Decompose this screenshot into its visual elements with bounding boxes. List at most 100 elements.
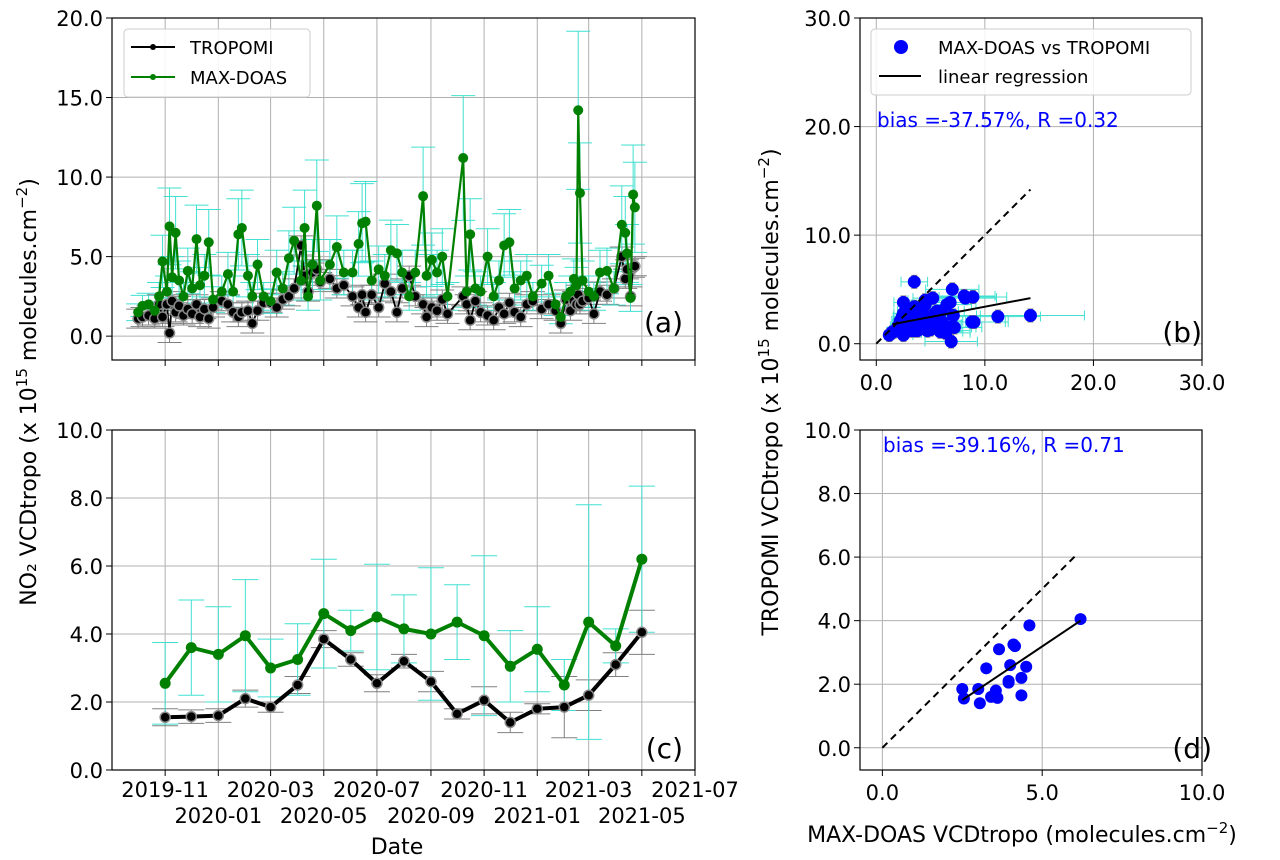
maxdoas-monthly-point bbox=[212, 648, 224, 660]
legend-box bbox=[870, 28, 1192, 96]
maxdoas-point bbox=[331, 242, 342, 253]
maxdoas-monthly-point bbox=[610, 640, 622, 652]
x-tick-label: 2021-05 bbox=[598, 804, 686, 828]
maxdoas-point bbox=[410, 267, 421, 278]
maxdoas-point bbox=[458, 152, 469, 163]
tropomi-point bbox=[372, 301, 385, 314]
x-tick-label: 2021-01 bbox=[493, 804, 581, 828]
maxdoas-point bbox=[195, 280, 206, 291]
maxdoas-point bbox=[242, 270, 253, 281]
maxdoas-point bbox=[465, 229, 476, 240]
scatter-point bbox=[1023, 308, 1037, 322]
maxdoas-point bbox=[437, 251, 448, 262]
scatter-point bbox=[956, 682, 969, 695]
axes-frame bbox=[859, 17, 1203, 361]
maxdoas-point bbox=[157, 256, 168, 267]
one-to-one-line bbox=[875, 188, 1032, 345]
y-tick-label: 5.0 bbox=[70, 246, 103, 270]
y-axis-label-left: NO₂ VCDtropo (x 1015 molecules.cm−2) bbox=[13, 178, 42, 606]
scatter-point bbox=[980, 662, 993, 675]
legend-tropomi-marker bbox=[150, 44, 156, 50]
maxdoas-point bbox=[164, 221, 175, 232]
tropomi-point bbox=[420, 311, 433, 323]
maxdoas-point bbox=[296, 275, 307, 286]
legend-tropomi-label: TROPOMI bbox=[189, 38, 274, 59]
tropomi-point bbox=[464, 314, 476, 326]
y-tick-label: 2.0 bbox=[818, 673, 851, 697]
maxdoas-point bbox=[265, 296, 276, 307]
maxdoas-point bbox=[307, 259, 318, 270]
maxdoas-point bbox=[550, 299, 561, 310]
panel-label-c: (c) bbox=[646, 732, 683, 765]
y-tick-label: 20.0 bbox=[804, 116, 851, 140]
maxdoas-point bbox=[277, 283, 288, 294]
tropomi-point bbox=[324, 273, 336, 285]
maxdoas-point bbox=[178, 291, 189, 302]
panel-label-d: (d) bbox=[1172, 732, 1212, 765]
y-tick-label: 0.0 bbox=[818, 333, 851, 357]
maxdoas-point bbox=[509, 283, 520, 294]
scatter-point bbox=[1023, 619, 1036, 632]
legend-maxdoas-marker bbox=[150, 74, 156, 80]
maxdoas-point bbox=[379, 270, 390, 281]
x-tick-label: 2021-07 bbox=[651, 778, 739, 802]
x-tick-label: 2021-03 bbox=[545, 778, 633, 802]
maxdoas-point bbox=[203, 237, 214, 248]
scatter-point bbox=[973, 697, 986, 710]
maxdoas-point bbox=[247, 291, 258, 302]
y-tick-label: 10.0 bbox=[804, 419, 851, 443]
x-tick-label: 2020-03 bbox=[227, 778, 315, 802]
x-tick-label: 10.0 bbox=[1179, 781, 1226, 805]
one-to-one-line bbox=[881, 554, 1077, 749]
maxdoas-point bbox=[628, 189, 639, 200]
maxdoas-point bbox=[601, 265, 612, 276]
axes-frame bbox=[111, 17, 696, 361]
tropomi-point bbox=[359, 306, 372, 319]
tropomi-point bbox=[251, 304, 264, 317]
x-tick-label: 5.0 bbox=[1025, 781, 1058, 805]
tropomi-monthly-point bbox=[318, 633, 330, 645]
plot-area bbox=[881, 554, 1087, 749]
maxdoas-monthly-point bbox=[558, 679, 570, 691]
maxdoas-point bbox=[608, 283, 619, 294]
tropomi-point bbox=[498, 308, 510, 320]
tropomi-monthly-point bbox=[425, 675, 437, 688]
scatter-point bbox=[945, 282, 959, 296]
x-tick-label: 0.0 bbox=[866, 781, 899, 805]
maxdoas-point bbox=[222, 269, 233, 280]
maxdoas-point bbox=[360, 216, 371, 227]
tropomi-monthly-point bbox=[582, 689, 595, 701]
plot-area bbox=[875, 188, 1085, 349]
maxdoas-point bbox=[432, 267, 443, 278]
y-axis-label-right: TROPOMI VCDtropo (x 1015 molecules.cm−2) bbox=[755, 148, 784, 636]
x-tick-label: 2020-01 bbox=[174, 804, 262, 828]
x-tick-label: 2020-07 bbox=[333, 778, 421, 802]
tropomi-monthly-point bbox=[478, 694, 490, 707]
x-axis-label-maxdoas: MAX-DOAS VCDtropo (molecules.cm−2) bbox=[807, 819, 1237, 848]
tropomi-point bbox=[338, 279, 350, 291]
maxdoas-point bbox=[315, 275, 326, 286]
tropomi-point bbox=[365, 289, 378, 301]
maxdoas-point bbox=[565, 286, 576, 297]
maxdoas-point bbox=[271, 267, 282, 278]
axes-frame bbox=[111, 429, 696, 771]
tropomi-monthly-point bbox=[636, 626, 648, 639]
tropomi-point bbox=[487, 314, 500, 326]
tropomi-monthly-point bbox=[609, 658, 622, 671]
tropomi-point bbox=[356, 289, 368, 301]
tropomi-point bbox=[346, 290, 359, 303]
maxdoas-point bbox=[143, 299, 154, 310]
y-tick-label: 6.0 bbox=[70, 555, 103, 579]
tropomi-point bbox=[222, 298, 234, 311]
maxdoas-monthly-point bbox=[185, 642, 197, 654]
maxdoas-monthly-point bbox=[239, 630, 251, 642]
y-tick-label: 20.0 bbox=[56, 7, 103, 31]
maxdoas-point bbox=[442, 291, 453, 302]
y-tick-label: 10.0 bbox=[56, 419, 103, 443]
maxdoas-point bbox=[397, 267, 408, 278]
maxdoas-point bbox=[421, 270, 432, 281]
axes-frame bbox=[859, 429, 1203, 771]
tropomi-point bbox=[202, 312, 215, 325]
scatter-point bbox=[1009, 640, 1022, 653]
